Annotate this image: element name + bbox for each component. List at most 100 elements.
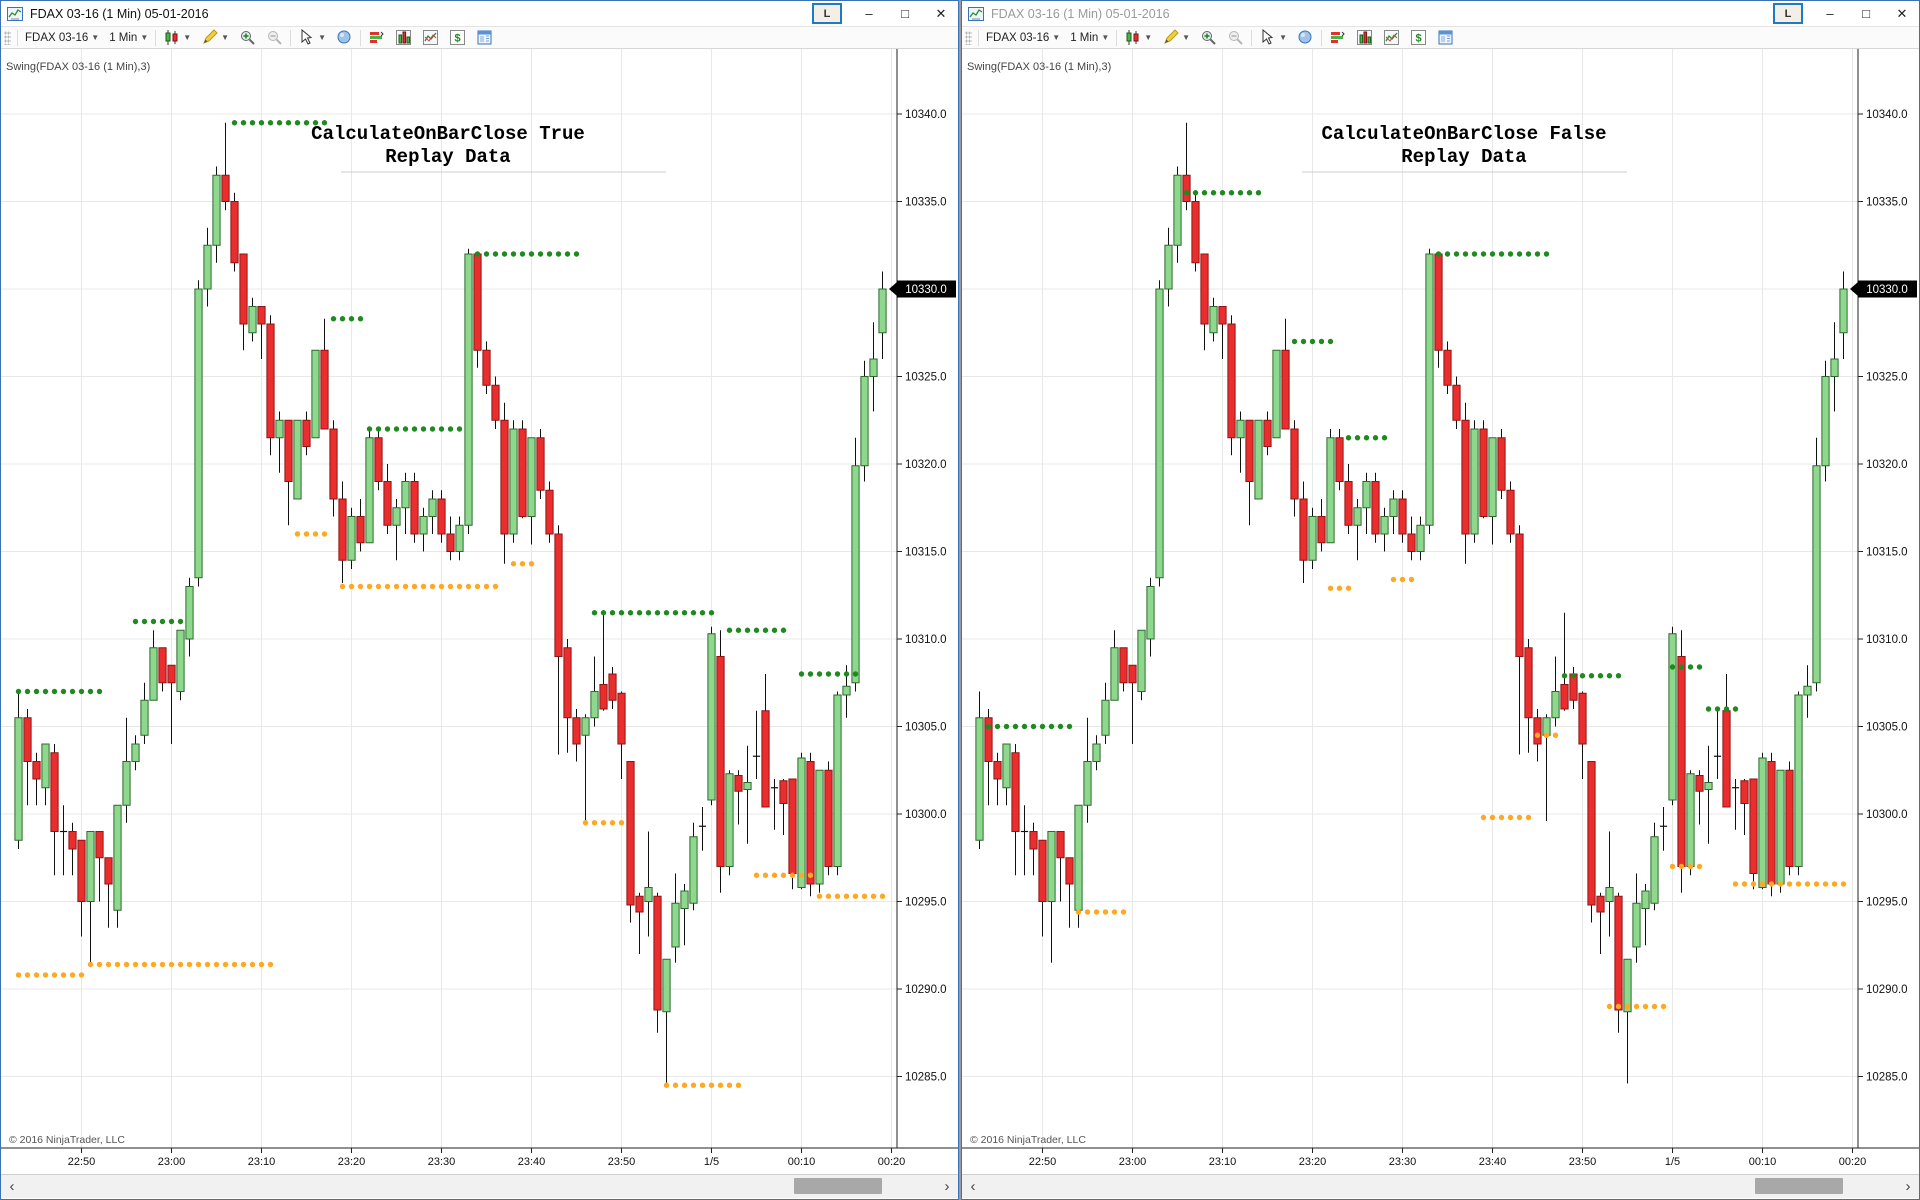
chart-panel-button[interactable] [1432,27,1459,48]
data-box-button[interactable] [1292,27,1319,48]
price-axis-label: 10285.0 [905,1072,947,1084]
price-axis-label: 10295.0 [905,897,947,909]
zoom-in-button[interactable] [234,27,261,48]
minimize-button[interactable]: – [865,6,873,21]
order-bars-button[interactable] [363,27,390,48]
swing-low-dot [1768,881,1775,887]
toolbar-grip[interactable] [4,30,11,45]
swing-low-dot [672,1082,679,1088]
link-button[interactable]: L [1773,3,1803,24]
close-button[interactable]: ✕ [1896,5,1908,21]
swing-high-dot [555,251,562,257]
chart-style-candles-button[interactable]: ▼ [1119,27,1157,48]
close-button[interactable]: ✕ [935,5,947,21]
swing-low-dot [1660,1003,1667,1010]
maximize-button[interactable]: □ [901,6,909,21]
scroll-right-arrow[interactable]: › [1905,1178,1911,1195]
pencil-draw-button[interactable]: ▼ [1157,27,1195,48]
data-box-button[interactable] [331,27,358,48]
swing-high-dot [1309,338,1316,345]
link-button[interactable]: L [812,3,842,24]
order-bars-button[interactable] [1324,27,1351,48]
titlebar[interactable]: FDAX 03-16 (1 Min) 05-01-2016 L – □ ✕ [1,1,958,26]
chart-area[interactable]: CalculateOnBarClose False Replay Data Swin… [962,49,1919,1174]
cursor-pointer-button[interactable]: ▼ [1254,27,1292,48]
swing-high-dot [1471,251,1478,257]
chart-area[interactable]: CalculateOnBarClose True Replay Data Swing… [1,49,958,1174]
swing-low-dot [1741,881,1748,887]
dollar-button[interactable]: $ [1405,27,1432,48]
swing-high-dot [681,610,688,616]
swing-low-dot [618,820,625,826]
swing-low-dot [663,1082,670,1088]
pencil-draw-button[interactable]: ▼ [196,27,234,48]
time-axis-label: 23:50 [608,1156,636,1168]
indicator-label: Swing(FDAX 03-16 (1 Min),3) [6,61,150,73]
price-axis-label: 10335.0 [1866,197,1908,209]
swing-high-dot [150,618,157,625]
time-axis-label: 00:10 [788,1156,816,1168]
swing-high-dot [699,610,706,616]
swing-high-dot [177,618,184,625]
scrollbar-thumb[interactable] [794,1178,882,1194]
annotation-line2: Replay Data [1401,146,1526,168]
market-analyzer-button[interactable] [390,27,417,48]
swing-high-dot [1381,435,1388,441]
zoom-out-button[interactable] [1222,27,1249,48]
horizontal-scrollbar[interactable]: ‹ › [962,1174,1919,1198]
line-chart-button[interactable] [417,27,444,48]
swing-high-dot [546,251,553,257]
price-axis-label: 10300.0 [905,809,947,821]
time-axis-label: 23:30 [428,1156,456,1168]
swing-low-dot [402,583,409,590]
price-axis-label: 10310.0 [1866,634,1908,646]
horizontal-scrollbar[interactable]: ‹ › [1,1174,958,1198]
line-chart-button[interactable] [1378,27,1405,48]
swing-high-dot [1354,435,1361,441]
maximize-button[interactable]: □ [1862,6,1870,21]
instrument-selector[interactable]: FDAX 03-16 ▼ [986,31,1061,44]
cursor-pointer-button[interactable]: ▼ [293,27,331,48]
swing-high-dot [816,671,823,677]
swing-low-dot [1336,585,1343,591]
swing-low-dot [510,561,517,567]
swing-high-dot [1480,251,1487,257]
interval-selector[interactable]: 1 Min ▼ [1070,31,1110,44]
swing-low-dot [1669,863,1676,870]
swing-high-dot [348,316,355,322]
window-title: FDAX 03-16 (1 Min) 05-01-2016 [991,6,1170,21]
instrument-selector[interactable]: FDAX 03-16 ▼ [25,31,100,44]
cursor-pointer-icon [298,29,315,46]
chart-style-candles-button[interactable]: ▼ [158,27,196,48]
scrollbar-thumb[interactable] [1755,1178,1843,1194]
toolbar-grip[interactable] [965,30,972,45]
swing-low-dot [168,961,175,968]
price-axis-label: 10340.0 [905,109,947,121]
scroll-left-arrow[interactable]: ‹ [9,1178,15,1195]
swing-low-dot [753,872,760,878]
time-axis-label: 23:00 [1119,1156,1147,1168]
swing-high-dot [627,610,634,616]
market-analyzer-button[interactable] [1351,27,1378,48]
minimize-button[interactable]: – [1826,6,1834,21]
chart-panel-button[interactable] [471,27,498,48]
market-analyzer-icon [395,29,412,46]
swing-high-dot [1255,190,1262,196]
price-axis-label: 10325.0 [1866,372,1908,384]
price-axis-label: 10315.0 [905,547,947,559]
time-axis-label: 00:20 [878,1156,906,1168]
swing-high-dot [1246,190,1253,196]
zoom-in-button[interactable] [1195,27,1222,48]
scroll-right-arrow[interactable]: › [944,1178,950,1195]
swing-high-dot [1183,190,1190,196]
swing-low-dot [1507,814,1514,821]
titlebar[interactable]: FDAX 03-16 (1 Min) 05-01-2016 L – □ ✕ [962,1,1919,26]
dollar-button[interactable]: $ [444,27,471,48]
interval-selector[interactable]: 1 Min ▼ [109,31,149,44]
swing-high-dot [456,426,463,432]
scroll-left-arrow[interactable]: ‹ [970,1178,976,1195]
zoom-out-button[interactable] [261,27,288,48]
dollar-icon: $ [449,29,466,46]
